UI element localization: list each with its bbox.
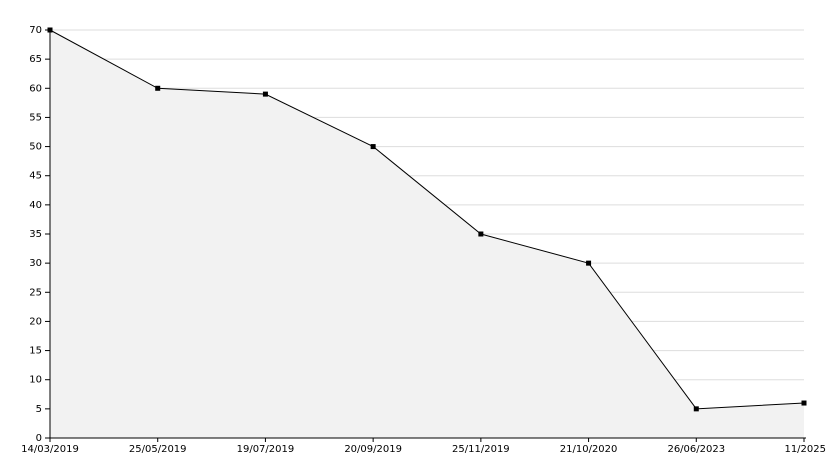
y-tick-label: 15 (29, 346, 42, 357)
y-tick-label: 35 (29, 229, 42, 240)
point-marker (370, 144, 376, 150)
x-tick-label: 26/06/2023 (667, 444, 725, 455)
y-tick-label: 30 (29, 258, 42, 269)
y-tick-label: 45 (29, 171, 42, 182)
point-marker (801, 400, 807, 406)
x-tick-label: 21/10/2020 (560, 444, 618, 455)
point-marker (478, 231, 484, 237)
y-tick-label: 0 (36, 433, 42, 444)
area-fill (50, 30, 804, 438)
x-tick-label: 25/05/2019 (129, 444, 187, 455)
x-tick-label: 20/09/2019 (344, 444, 402, 455)
y-tick-label: 40 (29, 200, 42, 211)
x-tick-label: 11/2025 (784, 444, 826, 455)
y-tick-label: 50 (29, 142, 42, 153)
line (49, 29, 805, 410)
y-tick-label: 20 (29, 316, 42, 327)
y-tick-label: 10 (29, 375, 42, 386)
x-tick-label: 14/03/2019 (21, 444, 79, 455)
y-tick-label: 5 (36, 404, 42, 415)
x-tick-label: 25/11/2019 (452, 444, 510, 455)
y-tick-label: 70 (29, 25, 42, 36)
y-tick-label: 60 (29, 83, 42, 94)
point-marker (586, 260, 592, 266)
point-marker (693, 406, 699, 412)
point-marker (262, 91, 268, 97)
y-tick-label: 65 (29, 54, 42, 65)
x-tick-label: 19/07/2019 (237, 444, 295, 455)
y-tick-label: 55 (29, 112, 42, 123)
y-tick-label: 25 (29, 287, 42, 298)
point-marker (155, 85, 161, 91)
